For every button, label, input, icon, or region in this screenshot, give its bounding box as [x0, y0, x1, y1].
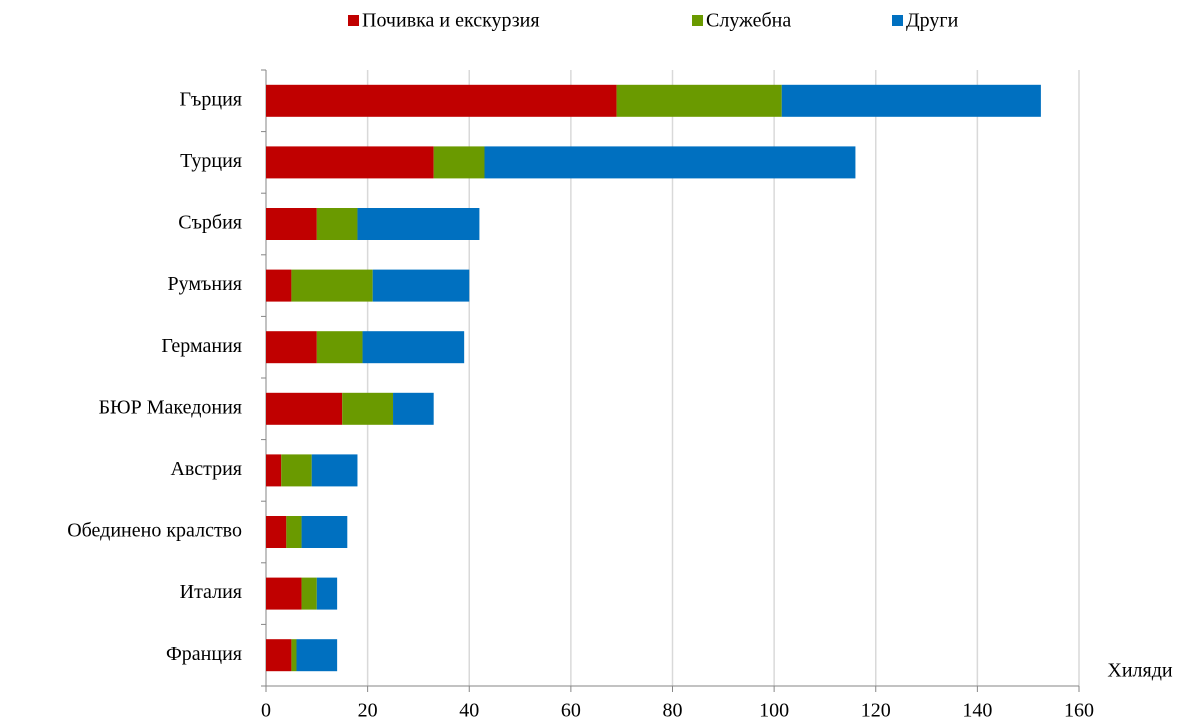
bar-segment — [266, 516, 287, 548]
x-tick-label: 160 — [1064, 700, 1094, 722]
y-tick-label: Италия — [180, 581, 242, 603]
y-tick-label: Германия — [161, 335, 242, 357]
bar-segment — [357, 208, 480, 240]
legend-swatch — [348, 15, 359, 26]
bar-segment — [266, 208, 317, 240]
bar-segment — [616, 84, 782, 117]
y-tick-label: Австрия — [170, 458, 242, 480]
y-tick-label: Франция — [166, 643, 242, 665]
bar-segment — [372, 269, 470, 302]
x-tick-label: 20 — [358, 700, 378, 722]
bar-segment — [316, 208, 358, 240]
y-tick-label: Обединено кралство — [67, 520, 242, 542]
bar-segment — [316, 331, 363, 364]
x-tick-label: 120 — [861, 700, 891, 722]
y-tick-label: Турция — [180, 150, 242, 172]
legend-label: Служебна — [706, 10, 791, 32]
x-tick-label: 0 — [261, 700, 271, 722]
y-tick-label: БЮР Македония — [99, 396, 242, 418]
bar-segment — [291, 639, 297, 672]
x-tick-label: 100 — [759, 700, 789, 722]
legend-swatch — [692, 15, 703, 26]
bar-segment — [781, 84, 1041, 117]
bar-segment — [281, 454, 312, 487]
x-tick-label: 80 — [663, 700, 683, 722]
bar-segment — [311, 454, 358, 487]
y-tick-label: Румъния — [168, 273, 242, 295]
x-axis-label: Хиляди — [1107, 660, 1173, 682]
bar-segment — [266, 454, 282, 487]
bar-segment — [301, 516, 348, 548]
bar-segment — [342, 392, 394, 425]
x-tick-label: 40 — [459, 700, 479, 722]
bar-segment — [286, 516, 302, 548]
bar-segment — [266, 392, 343, 425]
bar-segment — [362, 331, 465, 364]
legend-label: Почивка и екскурзия — [362, 10, 540, 32]
bar-segment — [301, 577, 317, 610]
x-tick-label: 60 — [561, 700, 581, 722]
y-tick-label: Гърция — [179, 88, 242, 110]
bar-segment — [433, 146, 485, 179]
bar-segment — [393, 392, 434, 425]
bar-segment — [266, 577, 302, 610]
bar-segment — [484, 146, 856, 179]
bar-segment — [266, 331, 317, 364]
bar-segment — [266, 84, 617, 117]
legend-label: Други — [906, 10, 959, 32]
bar-segment — [296, 639, 338, 672]
y-tick-label: Сърбия — [178, 212, 242, 234]
bar-segment — [266, 269, 292, 302]
bar-segment — [266, 639, 292, 672]
bar-segment — [291, 269, 373, 302]
x-tick-label: 140 — [962, 700, 992, 722]
bar-segment — [316, 577, 338, 610]
bar-segment — [266, 146, 434, 179]
legend-swatch — [892, 15, 903, 26]
